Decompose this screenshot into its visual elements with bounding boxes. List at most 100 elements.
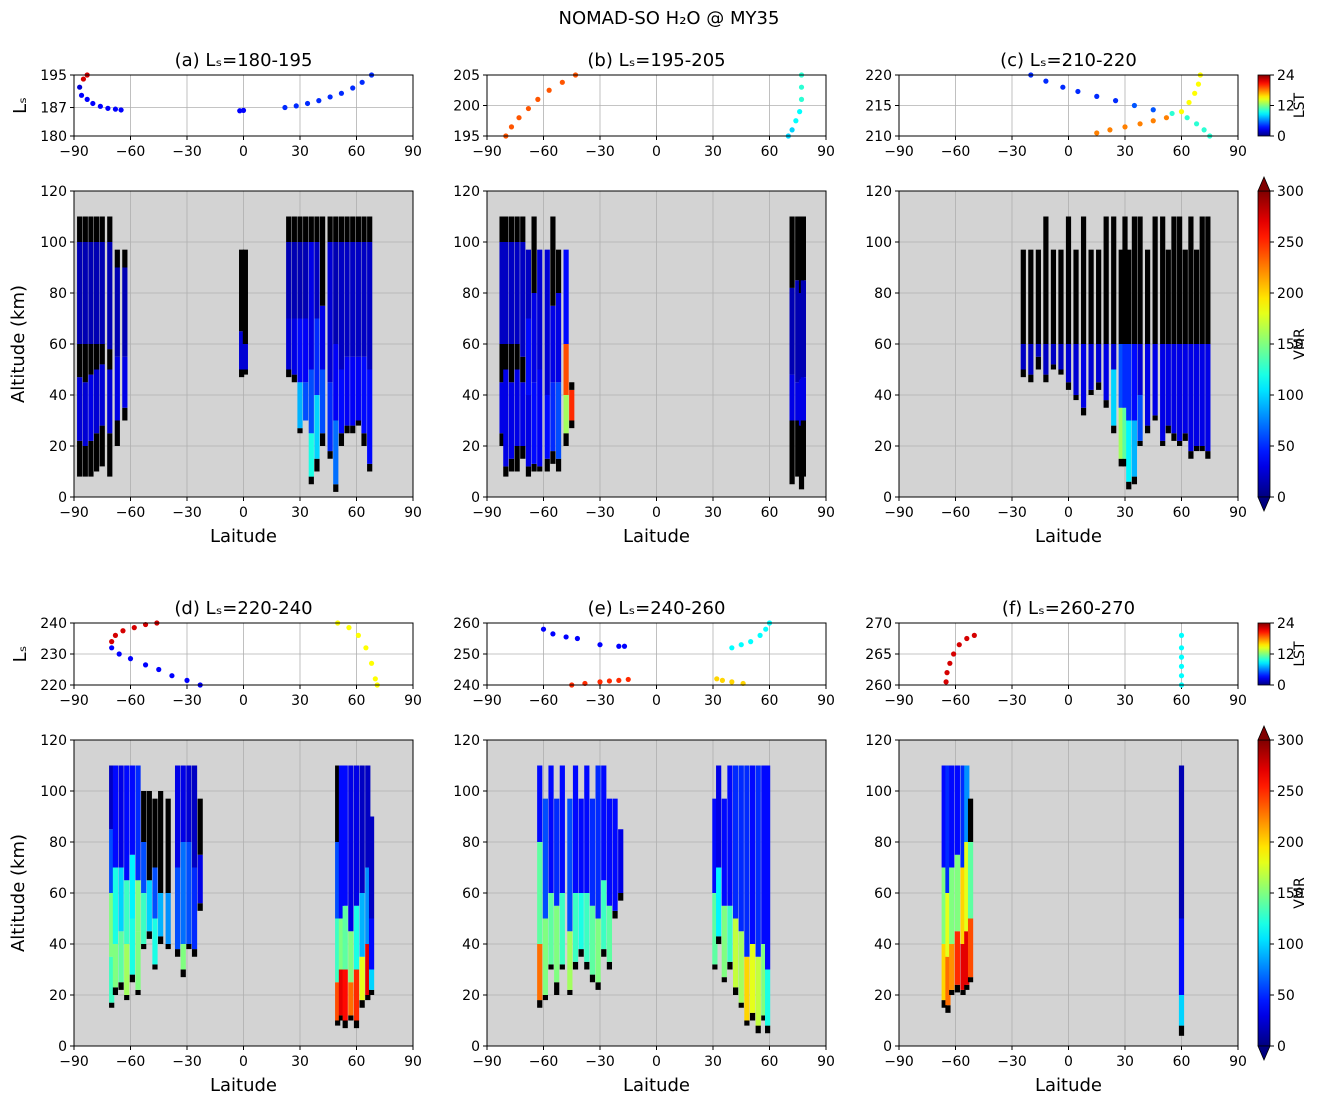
x-tick-label: 90 (817, 1054, 835, 1070)
profile-cell (191, 949, 198, 957)
profile-cell (1028, 344, 1034, 375)
profile-cell (514, 369, 520, 446)
profile-cell (721, 798, 727, 906)
profile-cell (107, 242, 113, 350)
colorbar-tick-label: 0 (1277, 129, 1286, 145)
colorbar-tick-label: 0 (1277, 1039, 1286, 1055)
profile-cell (765, 1025, 771, 1034)
profile-cell (1160, 216, 1166, 344)
profile-cell (716, 765, 722, 868)
point (359, 79, 365, 85)
y-tick-label: 180 (40, 129, 67, 145)
profile-cell (1165, 249, 1171, 344)
profile-cell (327, 451, 333, 459)
profile-cell (82, 446, 88, 477)
profile-cell (1065, 344, 1072, 383)
profile-cell (124, 944, 130, 995)
x-axis-label: Laitude (1035, 1075, 1102, 1096)
profile-cell (1050, 344, 1057, 365)
point (1184, 115, 1190, 121)
profile-cell (555, 382, 562, 459)
point (1192, 90, 1198, 96)
profile-cell (1188, 216, 1194, 344)
x-tick-label: −60 (529, 1054, 559, 1070)
profile-cell (1177, 344, 1183, 441)
profile-cell (795, 216, 801, 281)
profile-cell (1182, 249, 1188, 344)
x-tick-label: 30 (291, 693, 309, 709)
profile-cell (595, 918, 601, 983)
point (508, 124, 515, 130)
profile-cell (77, 242, 83, 344)
profile-cell (94, 216, 100, 242)
profile-cell (348, 1015, 354, 1021)
x-tick-label: 60 (761, 144, 779, 160)
point (719, 677, 726, 683)
x-tick-label: 0 (239, 1054, 248, 1070)
profile-cell (712, 964, 718, 970)
profile-cell (749, 765, 756, 944)
profile-cell (122, 267, 128, 357)
x-tick-label: 0 (652, 505, 661, 521)
point (372, 676, 378, 682)
profile-cell (941, 1000, 947, 1008)
colorbar-tick-label: 24 (1277, 616, 1295, 632)
panel-title: (b) Lₛ=195-205 (587, 50, 725, 71)
point (1186, 99, 1192, 106)
profile-cell (320, 305, 326, 370)
profile-cell (1165, 344, 1171, 426)
panel-title: (f) Lₛ=260-270 (1002, 598, 1135, 619)
profile-cell (135, 989, 141, 995)
x-tick-label: −30 (997, 505, 1027, 521)
profile-cell (1137, 344, 1143, 395)
profile-cell (1118, 249, 1124, 344)
profile-cell (333, 216, 339, 242)
profile-cell (1111, 216, 1117, 344)
profile-cell (158, 791, 164, 893)
profile-cell (129, 918, 135, 975)
profile-cell (327, 382, 333, 452)
point (304, 100, 311, 107)
profile-cell (1137, 440, 1143, 446)
profile-cell (537, 466, 543, 472)
colorbar (1257, 739, 1271, 1047)
panel-title: (c) Lₛ=210-220 (1000, 50, 1137, 71)
profile-cell (286, 369, 292, 378)
profile-cell (595, 765, 601, 919)
profile-cell (1193, 344, 1200, 446)
x-tick-label: −60 (529, 144, 559, 160)
profile-cell (954, 931, 960, 985)
profile-cell (118, 982, 124, 990)
x-tick-label: 30 (1116, 505, 1134, 521)
profile-cell (158, 936, 164, 944)
profile-cell (618, 893, 624, 901)
profile-cell (333, 242, 339, 344)
profile-cell (94, 433, 100, 472)
profile-cell (744, 1020, 750, 1026)
profile-cell (77, 344, 83, 378)
y-tick-label: 100 (453, 784, 480, 800)
profile-cell (606, 905, 613, 962)
profile-cell (949, 989, 955, 995)
profile-cell (109, 829, 115, 893)
y-tick-label: 60 (874, 337, 892, 353)
x-tick-label: 30 (291, 144, 309, 160)
profile-cell (355, 216, 361, 242)
profile-cell (344, 356, 350, 426)
profile-cell (537, 369, 543, 467)
colorbar-label: VMR (1292, 328, 1308, 360)
profile-cell (567, 798, 573, 932)
profile-cell (239, 249, 245, 332)
plot-frame (73, 739, 414, 1047)
y-tick-label: 120 (40, 733, 67, 749)
marks (943, 632, 1185, 688)
profile-cell (550, 305, 556, 383)
profile-cell (749, 1012, 756, 1021)
profile-cell (99, 242, 105, 344)
profile-cell (355, 356, 361, 421)
profile-cell (114, 267, 120, 357)
profile-cell (286, 318, 292, 370)
profile-cell (112, 987, 119, 995)
profile-cell (1126, 344, 1132, 421)
profile-cell (1126, 481, 1132, 490)
